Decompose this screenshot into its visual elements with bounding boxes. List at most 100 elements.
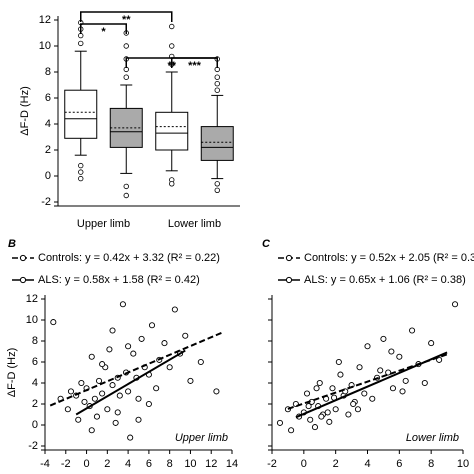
point <box>81 398 88 405</box>
point <box>402 377 409 384</box>
legend-label: ALS: y = 0.65x + 1.06 (R² = 0.38) <box>304 274 466 286</box>
x-tick-label: 14 <box>226 458 238 470</box>
point <box>109 382 116 389</box>
point <box>311 424 319 431</box>
significance-label: * <box>101 26 106 38</box>
point <box>345 411 352 418</box>
point <box>95 377 103 384</box>
y-tick-label: 10 <box>26 314 38 326</box>
legend-marker <box>19 254 27 262</box>
x-tick-label: 6 <box>146 458 152 470</box>
bracket <box>171 57 218 68</box>
legend-marker <box>285 276 293 284</box>
significance-label: *** <box>188 60 202 72</box>
point <box>93 413 100 420</box>
outlier <box>78 175 84 182</box>
point <box>197 358 204 366</box>
point <box>88 427 95 434</box>
point <box>91 395 98 402</box>
outlier <box>214 187 220 193</box>
x-tick-label: 2 <box>333 458 339 470</box>
panel-label: B <box>8 238 16 250</box>
point <box>104 406 111 413</box>
point <box>380 335 387 342</box>
point <box>112 419 119 426</box>
point <box>153 385 160 392</box>
box <box>200 126 234 161</box>
outlier <box>214 74 220 80</box>
point <box>369 395 376 402</box>
y-tick-label: 0 <box>45 170 51 182</box>
point <box>138 335 145 342</box>
point <box>303 390 311 397</box>
outlier <box>214 80 220 87</box>
outlier <box>169 43 175 49</box>
point <box>276 419 284 426</box>
outlier <box>78 162 84 169</box>
point <box>313 385 320 392</box>
panel-annotation: Upper limb <box>175 432 228 444</box>
point <box>388 348 395 355</box>
point <box>182 332 189 339</box>
x-tick-label: 6 <box>396 458 402 470</box>
point <box>125 343 132 350</box>
x-tick-label: Lower limb <box>168 218 221 230</box>
significance-label: ** <box>122 14 131 26</box>
legend-label: Controls: y = 0.52x + 2.05 (R² = 0.30) <box>304 252 474 264</box>
point <box>324 409 331 416</box>
x-tick-label: -2 <box>61 458 71 470</box>
point <box>307 416 314 423</box>
point <box>114 409 121 416</box>
point <box>409 327 416 334</box>
y-tick-label: -2 <box>41 196 51 208</box>
point <box>326 418 333 425</box>
panel-annotation: Lower limb <box>406 432 459 444</box>
x-tick-label: 10 <box>457 458 469 470</box>
point <box>451 301 459 308</box>
legend-marker <box>19 276 27 284</box>
bracket <box>80 23 127 34</box>
point <box>316 379 323 387</box>
point <box>213 388 220 395</box>
outlier <box>214 87 220 93</box>
fit-line <box>49 331 223 407</box>
point <box>329 385 336 392</box>
x-tick-label: -2 <box>267 458 277 470</box>
point <box>119 301 126 308</box>
point <box>421 379 428 387</box>
x-tick-label: 2 <box>104 458 110 470</box>
x-tick-label: 8 <box>428 458 434 470</box>
bracket <box>80 11 173 22</box>
point <box>109 327 116 334</box>
point <box>436 356 443 363</box>
point <box>67 388 75 395</box>
x-tick-label: -4 <box>40 458 50 470</box>
point <box>288 427 295 434</box>
point <box>356 364 363 371</box>
point <box>75 416 82 423</box>
point <box>166 364 173 371</box>
point <box>99 390 106 397</box>
y-tick-label: 6 <box>45 92 51 104</box>
point <box>64 406 71 413</box>
y-axis-label: ΔF-D (Hz) <box>6 348 18 398</box>
box <box>64 89 98 139</box>
point <box>337 371 344 378</box>
x-tick-label: 4 <box>364 458 370 470</box>
y-axis-label: ΔF-D (Hz) <box>19 86 31 136</box>
y-tick-label: 6 <box>32 356 38 368</box>
y-tick-label: 0 <box>32 419 38 431</box>
point <box>389 385 397 392</box>
point <box>145 400 152 408</box>
outlier <box>78 169 84 175</box>
box <box>155 111 189 151</box>
panel-label: C <box>262 238 271 250</box>
point <box>161 340 168 347</box>
y-tick-label: 10 <box>39 40 51 52</box>
point <box>78 379 85 387</box>
fit-line <box>295 351 448 419</box>
point <box>88 353 95 360</box>
point <box>148 322 156 329</box>
x-tick-label: 12 <box>205 458 217 470</box>
